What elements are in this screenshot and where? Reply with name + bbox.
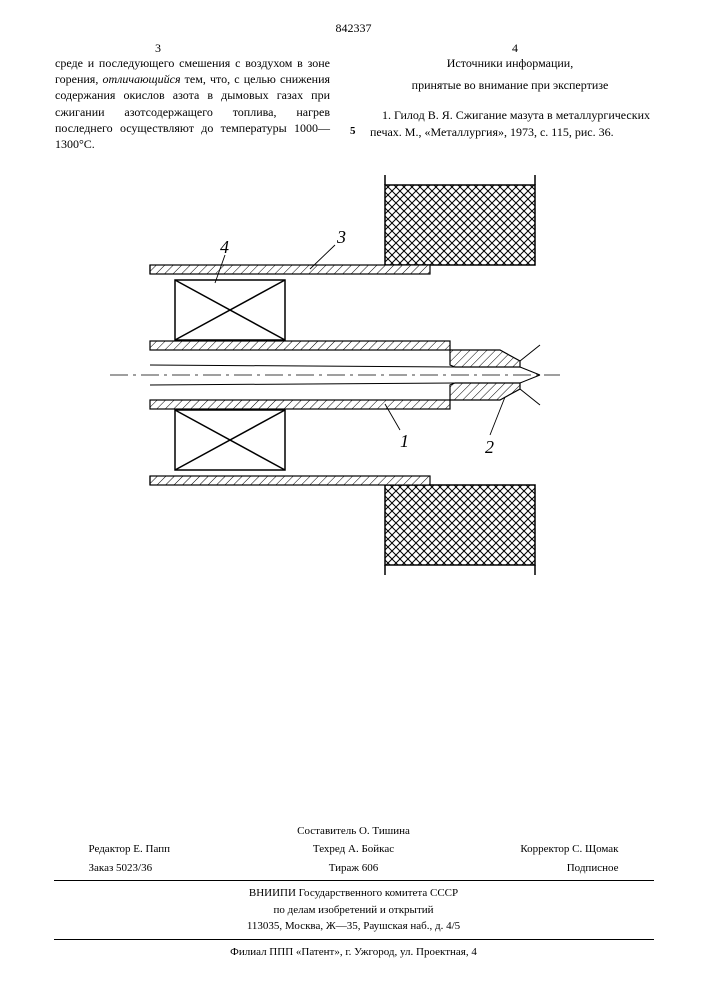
order-number: Заказ 5023/36 bbox=[89, 860, 239, 877]
address-line-2: Филиал ППП «Патент», г. Ужгород, ул. Про… bbox=[0, 944, 707, 961]
reference-text: 1. Гилод В. Я. Сжигание мазута в металлу… bbox=[370, 107, 650, 139]
tirazh: Тираж 606 bbox=[279, 860, 429, 877]
organization-line-1: ВНИИПИ Государственного комитета СССР bbox=[0, 885, 707, 902]
figure-label-1: 1 bbox=[400, 431, 409, 451]
figure-label-2: 2 bbox=[485, 437, 494, 457]
technical-figure: 1 2 3 4 bbox=[0, 175, 707, 579]
left-column-text: среде и последующего смешения с воздухом… bbox=[55, 56, 330, 151]
corrector: Корректор С. Щомак bbox=[469, 841, 619, 858]
right-column: Источники информации, принятые во вниман… bbox=[370, 55, 650, 140]
patent-number: 842337 bbox=[0, 20, 707, 36]
line-number-marker: 5 bbox=[350, 124, 356, 139]
compiler: Составитель О. Тишина bbox=[279, 823, 429, 840]
left-column: среде и последующего смешения с воздухом… bbox=[55, 55, 330, 152]
techred: Техред А. Бойкас bbox=[279, 841, 429, 858]
column-number-right: 4 bbox=[512, 40, 518, 56]
address-line-1: 113035, Москва, Ж—35, Раушская наб., д. … bbox=[0, 918, 707, 935]
column-number-left: 3 bbox=[155, 40, 161, 56]
sources-header-1: Источники информации, bbox=[370, 55, 650, 71]
organization-line-2: по делам изобретений и открытий bbox=[0, 902, 707, 919]
podpisnoe: Подписное bbox=[469, 860, 619, 877]
imprint-footer: Составитель О. Тишина Редактор Е. Папп Т… bbox=[0, 823, 707, 961]
figure-label-3: 3 bbox=[336, 227, 346, 247]
sources-header-2: принятые во внимание при экспертизе bbox=[370, 77, 650, 93]
editor: Редактор Е. Папп bbox=[89, 841, 239, 858]
figure-label-4: 4 bbox=[220, 237, 229, 257]
